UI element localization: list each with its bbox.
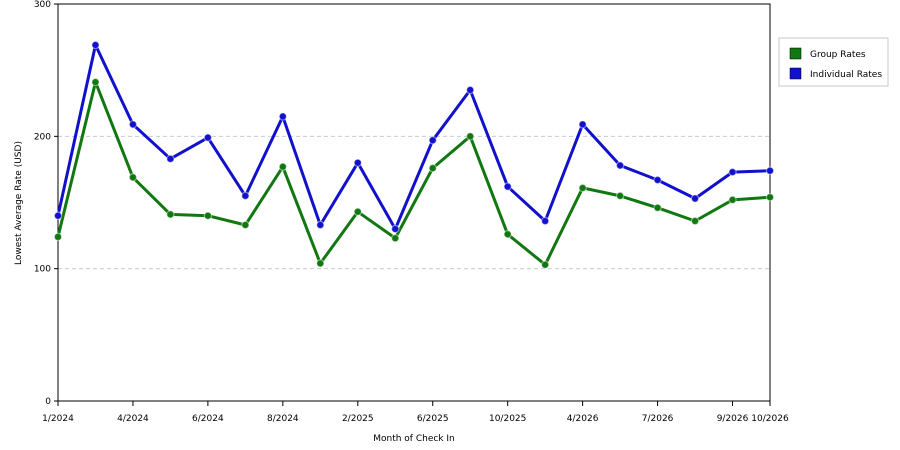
group-rates-point <box>391 234 400 243</box>
legend-label-individual-rates: Individual Rates <box>810 70 882 80</box>
group-rates-point <box>91 77 100 87</box>
individual-rates-point <box>353 158 362 167</box>
individual-rates-point <box>765 166 775 175</box>
group-rates-point <box>765 193 775 202</box>
group-rates-point <box>316 259 325 268</box>
individual-rates-point <box>728 167 737 177</box>
individual-rates-point <box>428 136 437 145</box>
group-rates-point <box>728 195 737 205</box>
individual-rates-point <box>203 133 213 142</box>
individual-rates-point <box>540 216 550 226</box>
y-tick-label: 0 <box>45 397 51 407</box>
individual-rates-point <box>316 220 325 230</box>
individual-rates-point <box>278 112 288 121</box>
individual-rates-point <box>466 85 475 95</box>
group-rates-point <box>615 191 625 201</box>
group-rates-line <box>56 80 772 267</box>
group-rates-point <box>690 216 700 226</box>
group-rates-point <box>53 232 63 242</box>
group-rates-point <box>428 163 437 173</box>
x-tick-label: 6/2024 <box>192 414 224 424</box>
x-tick-label: 1/2024 <box>42 414 74 424</box>
legend-swatch-individual-rates <box>789 67 802 80</box>
legend-label-group-rates: Group Rates <box>810 50 866 60</box>
legend-swatch-group-rates <box>789 47 802 60</box>
x-axis-title: Month of Check In <box>373 434 455 444</box>
group-rates-point <box>653 203 662 212</box>
x-tick-label: 10/2026 <box>751 414 789 424</box>
legend: Group Rates Individual Rates <box>778 37 889 87</box>
individual-rates-point <box>653 175 662 185</box>
x-tick-label: 6/2025 <box>417 414 449 424</box>
individual-rates-point <box>53 211 63 220</box>
individual-rates-point <box>241 191 250 201</box>
y-axis-title: Lowest Average Rate (USD) <box>14 141 24 265</box>
individual-rates-point <box>128 120 138 129</box>
individual-rates-point <box>91 40 100 50</box>
group-rates-point <box>540 260 550 269</box>
group-rates-point <box>503 230 512 239</box>
series-layer <box>53 40 775 269</box>
plot-frame <box>57 3 771 402</box>
legend-items: Group Rates Individual Rates <box>789 47 882 80</box>
individual-rates-point <box>166 154 175 164</box>
group-rates-point <box>241 220 250 230</box>
group-rates-point <box>466 132 475 141</box>
group-rates-point <box>166 210 175 219</box>
group-rates-point <box>278 162 288 171</box>
individual-rates-point <box>578 120 587 129</box>
x-tick-label: 4/2024 <box>117 414 149 424</box>
x-tick-label: 10/2025 <box>489 414 526 424</box>
x-tick-label: 9/2026 <box>717 414 749 424</box>
x-tick-label: 2/2025 <box>342 414 374 424</box>
group-rates-point <box>578 183 587 193</box>
x-tick-label: 8/2024 <box>267 414 299 424</box>
x-tick-label: 4/2026 <box>567 414 599 424</box>
ticks-layer: 0 100 200 300 1/2024 4/2024 6/2024 8/2024 2/2025… <box>34 0 789 424</box>
group-rates-point <box>203 211 213 220</box>
individual-rates-point <box>503 182 512 191</box>
y-tick-label: 300 <box>34 0 51 10</box>
x-tick-label: 7/2026 <box>642 414 674 424</box>
individual-rates-point <box>690 194 700 203</box>
y-tick-label: 100 <box>34 265 51 275</box>
y-tick-label: 200 <box>34 132 51 142</box>
axes-layer <box>57 3 771 402</box>
group-rates-point <box>128 173 138 182</box>
individual-rates-line <box>56 43 772 231</box>
individual-rates-point <box>391 224 400 234</box>
group-rates-point <box>353 207 362 216</box>
individual-rates-point <box>615 161 625 170</box>
